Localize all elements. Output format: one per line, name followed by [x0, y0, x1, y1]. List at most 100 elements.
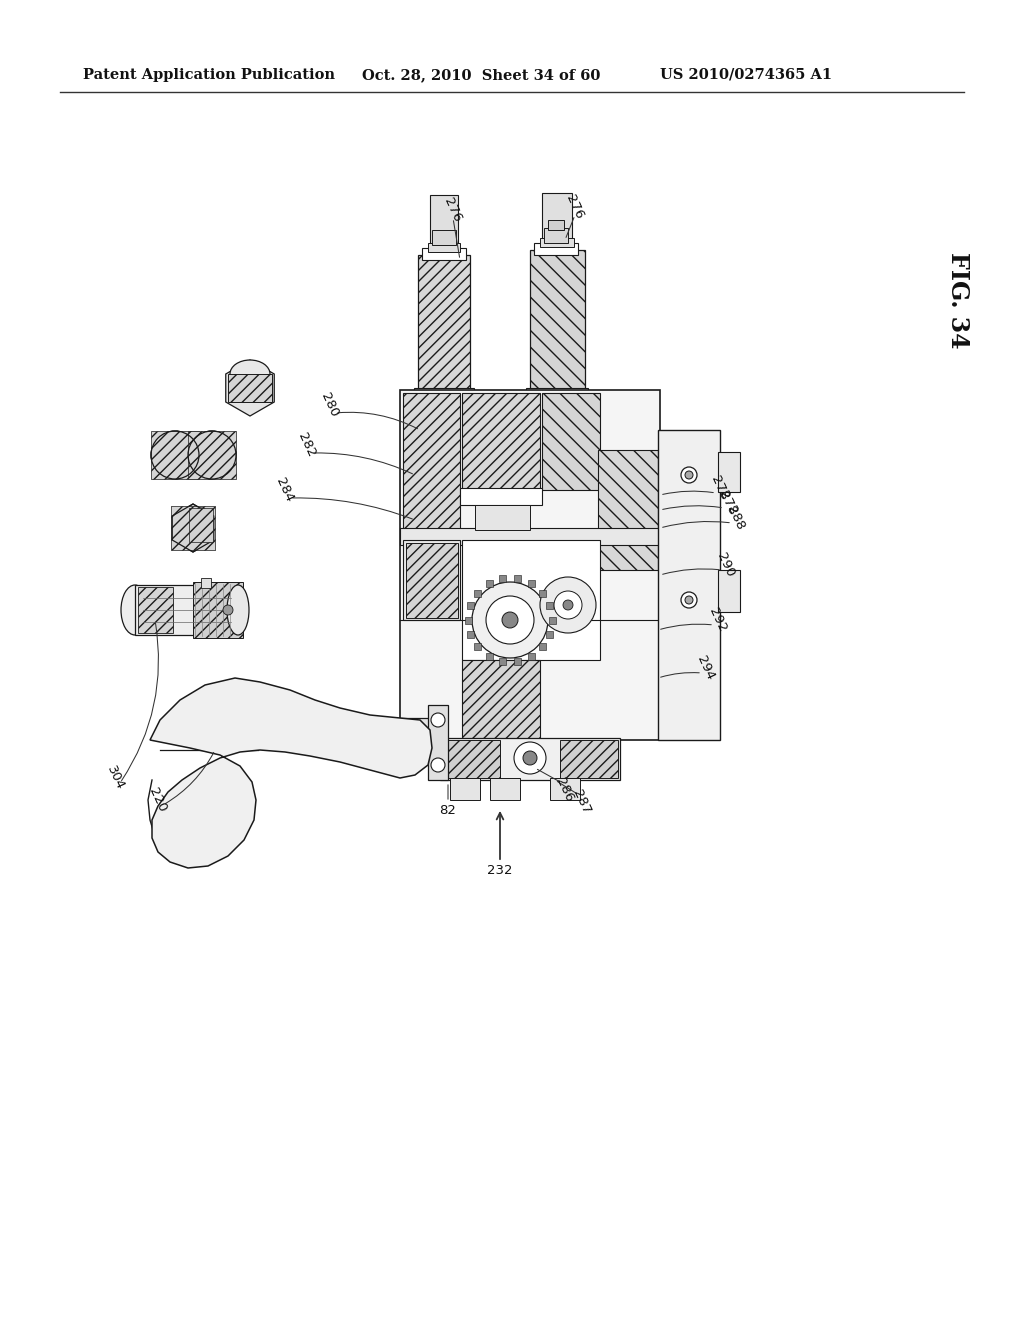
Circle shape: [472, 582, 548, 657]
Bar: [539, 643, 546, 651]
Ellipse shape: [191, 508, 211, 536]
Bar: [534, 243, 578, 255]
Bar: [428, 243, 460, 252]
Bar: [403, 540, 460, 620]
Bar: [188, 432, 236, 479]
Text: 276: 276: [441, 195, 464, 224]
Ellipse shape: [227, 585, 249, 635]
Bar: [542, 193, 572, 249]
Bar: [201, 578, 211, 587]
Bar: [550, 777, 580, 800]
Bar: [228, 374, 272, 403]
Bar: [400, 528, 660, 545]
Text: 304: 304: [103, 764, 126, 792]
Bar: [467, 602, 474, 609]
Bar: [475, 506, 530, 531]
Bar: [418, 255, 470, 389]
Bar: [718, 570, 740, 612]
Bar: [462, 660, 540, 741]
Circle shape: [681, 591, 697, 609]
Ellipse shape: [121, 585, 150, 635]
Bar: [428, 705, 449, 780]
Bar: [474, 590, 481, 597]
Bar: [403, 393, 460, 531]
Circle shape: [431, 713, 445, 727]
Bar: [450, 777, 480, 800]
Bar: [490, 777, 520, 800]
Text: 276: 276: [564, 193, 587, 222]
Bar: [526, 388, 588, 400]
Bar: [462, 393, 540, 490]
Bar: [432, 230, 456, 246]
Circle shape: [502, 612, 518, 628]
Text: FIG. 34: FIG. 34: [946, 252, 970, 348]
Bar: [414, 388, 474, 400]
Bar: [500, 576, 506, 582]
Text: 282: 282: [296, 430, 318, 459]
Bar: [398, 718, 430, 758]
Circle shape: [523, 751, 537, 766]
Text: 284: 284: [273, 475, 296, 504]
Text: 280: 280: [318, 391, 341, 420]
Text: 232: 232: [487, 863, 513, 876]
Polygon shape: [172, 504, 214, 552]
Bar: [465, 616, 471, 623]
Bar: [440, 738, 620, 780]
Ellipse shape: [230, 360, 270, 388]
Text: 278: 278: [709, 474, 731, 502]
Circle shape: [540, 577, 596, 634]
Text: 82: 82: [439, 804, 457, 817]
Bar: [138, 587, 173, 634]
Text: 286: 286: [554, 776, 577, 804]
Bar: [406, 543, 458, 618]
Bar: [485, 653, 493, 660]
Bar: [400, 389, 660, 741]
Bar: [542, 393, 600, 490]
Circle shape: [151, 432, 199, 479]
Text: 220: 220: [146, 785, 169, 814]
Bar: [460, 488, 542, 506]
Bar: [527, 653, 535, 660]
Bar: [527, 579, 535, 587]
Bar: [546, 631, 553, 638]
Text: 288: 288: [725, 504, 748, 532]
Text: 278: 278: [717, 488, 739, 517]
Bar: [151, 432, 199, 479]
Bar: [544, 228, 568, 243]
Bar: [514, 657, 521, 665]
Bar: [135, 585, 238, 635]
Bar: [548, 220, 564, 230]
Bar: [539, 590, 546, 597]
Bar: [422, 248, 466, 260]
Text: 290: 290: [715, 550, 737, 579]
Bar: [530, 249, 585, 389]
Bar: [540, 238, 574, 247]
Circle shape: [431, 758, 445, 772]
Circle shape: [514, 742, 546, 774]
Text: 287: 287: [570, 788, 593, 816]
Circle shape: [681, 467, 697, 483]
Bar: [474, 643, 481, 651]
Bar: [718, 451, 740, 492]
Bar: [514, 576, 521, 582]
Bar: [462, 540, 600, 660]
Circle shape: [486, 597, 534, 644]
Text: 294: 294: [694, 653, 717, 682]
Bar: [418, 400, 470, 412]
Bar: [171, 506, 215, 550]
Text: Oct. 28, 2010  Sheet 34 of 60: Oct. 28, 2010 Sheet 34 of 60: [362, 69, 600, 82]
Bar: [467, 631, 474, 638]
Circle shape: [685, 597, 693, 605]
Text: US 2010/0274365 A1: US 2010/0274365 A1: [660, 69, 833, 82]
Bar: [442, 741, 500, 777]
Polygon shape: [225, 360, 274, 416]
Bar: [485, 579, 493, 587]
Circle shape: [188, 432, 236, 479]
Bar: [530, 400, 584, 412]
Bar: [500, 657, 506, 665]
Circle shape: [554, 591, 582, 619]
Bar: [193, 582, 243, 638]
Bar: [189, 508, 213, 543]
Circle shape: [223, 605, 233, 615]
Bar: [560, 741, 618, 777]
